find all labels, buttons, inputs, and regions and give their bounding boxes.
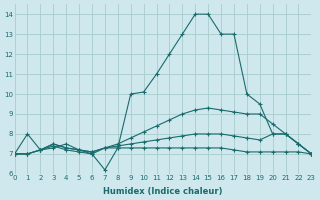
X-axis label: Humidex (Indice chaleur): Humidex (Indice chaleur) [103,187,223,196]
